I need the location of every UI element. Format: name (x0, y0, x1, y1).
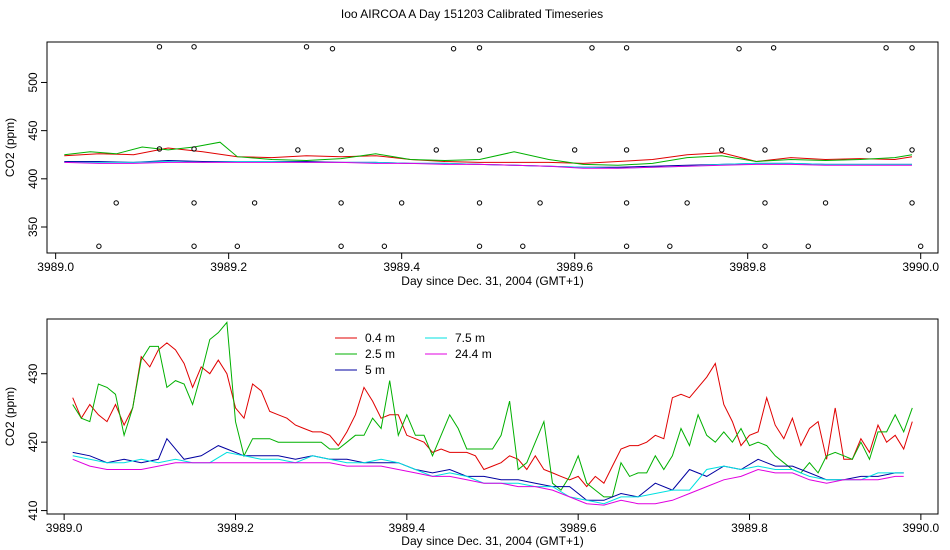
calibration-marker (476, 45, 483, 51)
calibration-marker (338, 200, 344, 206)
calibration-marker (909, 200, 915, 206)
calibration-marker (866, 147, 872, 153)
y-tick-label: 500 (26, 72, 40, 92)
calibration-marker (338, 243, 344, 249)
calibration-marker (770, 45, 777, 51)
x-axis-label: Day since Dec. 31, 2004 (GMT+1) (401, 274, 583, 288)
x-tick-label: 3989.8 (731, 521, 768, 535)
y-tick-label: 350 (26, 217, 40, 237)
series-line-0-4-m-m (64, 147, 913, 164)
calibration-marker (191, 200, 197, 206)
plot-frame (46, 41, 939, 254)
x-tick-label: 3989.4 (383, 260, 420, 274)
plot-frame (46, 318, 939, 515)
calibration-marker (113, 200, 119, 206)
calibration-marker (338, 147, 344, 153)
calibration-marker (450, 46, 457, 52)
series-line-2-5-m-m (64, 141, 913, 166)
y-tick-label: 410 (26, 500, 40, 520)
calibration-marker (762, 243, 768, 249)
calibration-marker (684, 200, 690, 206)
legend-label: 0.4 m (365, 331, 395, 345)
x-tick-label: 3989.4 (388, 521, 425, 535)
calibration-marker (571, 147, 578, 153)
calibration-marker (191, 44, 197, 50)
series-line-7-5-m-m (72, 451, 904, 505)
calibration-marker (909, 147, 915, 153)
series-line-0-4-m-m (72, 342, 913, 488)
y-tick-label: 450 (26, 120, 40, 140)
calibration-marker (433, 147, 439, 153)
series-group (72, 321, 913, 506)
top-co2-panel: 3989.0 3989.2 3989.4 3989.6 3989.8 3990.0 Day … (3, 41, 939, 288)
legend-label: 2.5 m (365, 347, 395, 361)
x-tick-label: 3989.6 (556, 260, 593, 274)
series-line-24-4-m-m (72, 458, 904, 506)
calibration-marker (762, 147, 768, 153)
x-tick-label: 3989.8 (729, 260, 766, 274)
y-tick-label: 430 (26, 363, 40, 383)
calibration-marker (719, 147, 725, 153)
calibration-marker (476, 200, 483, 206)
calibration-marker (589, 45, 595, 51)
series-line-5-m-m (72, 437, 904, 501)
y-tick-label: 400 (26, 168, 40, 188)
legend-label: 5 m (365, 363, 385, 377)
x-axis-label: Day since Dec. 31, 2004 (GMT+1) (401, 534, 583, 548)
x-tick-label: 3989.6 (560, 521, 597, 535)
calibration-marker (191, 243, 197, 249)
y-axis-label: CO2 (ppm) (3, 387, 17, 446)
bottom-co2-panel: 3989.0 3989.2 3989.4 3989.6 3989.8 3990.0 Day … (3, 318, 940, 548)
x-tick-label: 3989.2 (210, 260, 247, 274)
calibration-marker (537, 200, 543, 206)
calibration-marker (295, 147, 301, 153)
legend-label: 7.5 m (455, 331, 485, 345)
calibration-marker (667, 243, 673, 249)
calibration-marker (156, 44, 163, 50)
calibration-marker (762, 200, 768, 206)
y-axis-label: CO2 (ppm) (3, 118, 17, 177)
calibration-marker (398, 200, 405, 206)
series-line-24-4-m-m (64, 161, 912, 169)
y-tick-label: 420 (26, 432, 40, 452)
figure-title: Ioo AIRCOA A Day 151203 Calibrated Times… (341, 7, 603, 21)
calibration-marker (917, 243, 924, 249)
series-group (64, 141, 913, 169)
legend-label: 24.4 m (455, 347, 492, 361)
x-tick-label: 3990.0 (903, 521, 940, 535)
calibration-marker (736, 46, 742, 52)
calibration-marker (329, 46, 336, 52)
calibration-marker (191, 146, 197, 152)
x-tick-label: 3990.0 (902, 260, 939, 274)
series-line-2-5-m-m (72, 321, 913, 498)
calibration-marker (623, 200, 630, 206)
calibration-marker (476, 147, 483, 153)
calibration-marker (381, 243, 388, 249)
x-tick-label: 3989.0 (46, 521, 83, 535)
calibration-marker (623, 45, 630, 51)
calibration-marker (96, 243, 102, 249)
calibration-marker (251, 200, 258, 206)
calibration-marker (623, 243, 630, 249)
x-tick-label: 3989.2 (217, 521, 254, 535)
calibration-marker (883, 45, 889, 51)
calibration-marker (156, 146, 163, 152)
calibration-marker (822, 200, 829, 206)
calibration-marker (909, 45, 915, 51)
calibration-marker (623, 147, 630, 153)
calibration-marker (805, 243, 811, 249)
calibration-marker (476, 243, 483, 249)
calibration-marker (303, 44, 310, 50)
calibration-marker (520, 243, 526, 249)
x-tick-label: 3989.0 (37, 260, 74, 274)
legend: 0.4 m 2.5 m 5 m 7.5 m 24.4 m (335, 331, 492, 377)
calibration-marker (234, 243, 241, 249)
